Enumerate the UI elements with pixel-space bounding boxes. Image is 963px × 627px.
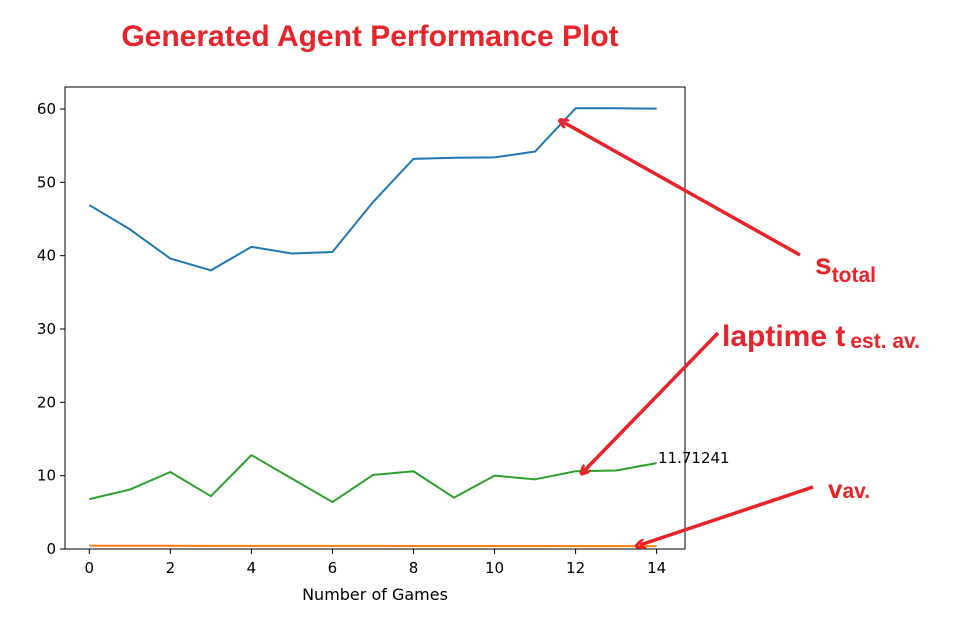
y-tick-label: 20 [37,393,56,411]
svg-text:vav.: vav. [828,474,870,504]
annotation-laptime-sub: est. av. [850,330,920,353]
x-tick-label: 10 [485,559,504,577]
annotation-s-total: stotal [563,122,876,287]
y-axis: 0 10 20 30 40 50 60 [37,100,65,558]
annotation-s-total-main: s [815,248,832,281]
y-tick-label: 40 [37,247,56,265]
annotation-v-av-sub: av. [842,480,870,503]
annotation-laptime-main: laptime t [722,320,845,353]
arrow-laptime [584,331,720,471]
x-tick-label: 12 [566,559,585,577]
x-tick-label: 14 [647,559,666,577]
plot-area [64,86,686,550]
arrow-s-total [563,122,801,257]
y-tick-label: 30 [37,320,56,338]
y-tick-label: 10 [37,467,56,485]
series-line-blue [88,107,657,272]
x-tick-label: 4 [247,559,257,577]
annotation-v-av: vav. [640,474,870,545]
series-line-green [89,454,657,504]
x-tick-label: 2 [166,559,176,577]
series-end-label: 11.71241 [658,449,730,467]
y-tick-label: 0 [46,540,56,558]
chart-title: Generated Agent Performance Plot [121,20,618,53]
annotation-v-av-main: v [828,474,843,504]
svg-text:stotal: stotal [815,248,876,287]
x-tick-label: 0 [85,559,95,577]
annotation-laptime: laptime t est. av. [584,320,920,471]
series-layer [88,107,657,548]
x-tick-label: 6 [328,559,338,577]
x-axis-label: Number of Games [302,585,448,604]
annotation-s-total-sub: total [832,264,876,287]
arrow-v-av [640,485,814,545]
x-axis: 0 2 4 6 8 10 12 14 [85,549,666,577]
y-tick-label: 60 [37,100,56,118]
x-tick-label: 8 [409,559,419,577]
y-tick-label: 50 [37,173,56,191]
